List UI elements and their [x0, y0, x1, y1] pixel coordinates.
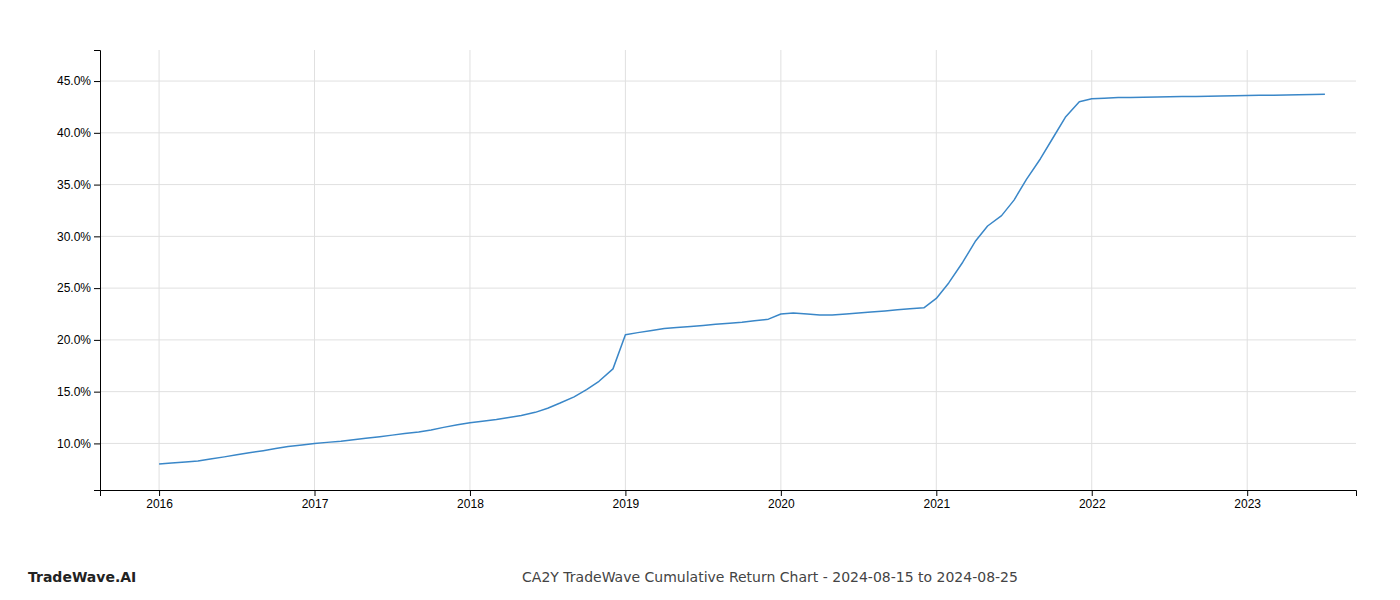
y-tick: 40.0%	[57, 126, 100, 140]
grid	[100, 50, 1356, 490]
y-axis-line	[94, 51, 101, 491]
x-tick-label: 2017	[302, 497, 329, 511]
grid-line-x	[625, 50, 626, 490]
grid-line-y	[100, 391, 1356, 392]
grid-line-y	[100, 443, 1356, 444]
y-tick-mark	[94, 236, 100, 237]
x-tick-label: 2019	[613, 497, 640, 511]
marks	[159, 94, 1325, 464]
y-tick-label: 30.0%	[57, 230, 91, 244]
y-axis: 10.0% 15.0% 20.0% 25.0% 30.0% 35.0% 40.0% 45.0%	[57, 51, 101, 491]
x-tick: 2017	[302, 490, 329, 511]
y-tick-label: 35.0%	[57, 178, 91, 192]
x-tick-mark	[470, 490, 471, 496]
grid-line-y	[100, 288, 1356, 289]
grid-line-x	[780, 50, 781, 490]
x-tick: 2023	[1234, 490, 1261, 511]
x-axis: 2016 2017 2018 2019 2020 2021 2022 2023	[101, 490, 1357, 511]
x-tick-mark	[159, 490, 160, 496]
y-tick-mark	[94, 443, 100, 444]
grid-line-y	[100, 81, 1356, 82]
x-axis-line	[101, 491, 1357, 497]
x-tick: 2021	[923, 490, 950, 511]
x-tick: 2019	[613, 490, 640, 511]
y-tick-mark	[94, 133, 100, 134]
watermark: TradeWave.AI	[28, 569, 136, 585]
x-tick-label: 2022	[1079, 497, 1106, 511]
y-tick-label: 10.0%	[57, 437, 91, 451]
grid-line-x	[469, 50, 470, 490]
y-tick-mark	[94, 392, 100, 393]
grid-line-x	[936, 50, 937, 490]
y-tick: 20.0%	[57, 333, 100, 347]
grid-line-y	[100, 184, 1356, 185]
x-tick: 2018	[457, 490, 484, 511]
x-tick: 2016	[146, 490, 173, 511]
x-tick-mark	[625, 490, 626, 496]
y-tick: 10.0%	[57, 437, 100, 451]
x-tick-label: 2021	[923, 497, 950, 511]
line	[159, 94, 1325, 464]
grid-line-x	[314, 50, 315, 490]
y-tick-label: 15.0%	[57, 385, 91, 399]
y-tick-label: 40.0%	[57, 126, 91, 140]
chart: 2016 2017 2018 2019 2020 2021 2022 2023 10.0% 15.…	[0, 0, 1400, 600]
x-tick: 2020	[768, 490, 795, 511]
x-tick-label: 2016	[146, 497, 173, 511]
title: CA2Y TradeWave Cumulative Return Chart -…	[522, 569, 1018, 585]
y-tick-mark	[94, 288, 100, 289]
grid-line-x	[159, 50, 160, 490]
x-tick-mark	[1247, 490, 1248, 496]
x-tick-mark	[315, 490, 316, 496]
grid-line-y	[100, 132, 1356, 133]
grid-line-x	[1247, 50, 1248, 490]
grid-line-y	[100, 339, 1356, 340]
y-tick-mark	[94, 81, 100, 82]
y-tick: 30.0%	[57, 230, 100, 244]
y-tick-label: 45.0%	[57, 74, 91, 88]
grid-line-x	[1091, 50, 1092, 490]
y-tick-mark	[94, 340, 100, 341]
y-tick-label: 20.0%	[57, 333, 91, 347]
grid-line-y	[100, 236, 1356, 237]
plot-area: 2016 2017 2018 2019 2020 2021 2022 2023 10.0% 15.…	[57, 50, 1357, 511]
x-tick-label: 2018	[457, 497, 484, 511]
x-tick-label: 2023	[1234, 497, 1261, 511]
x-tick: 2022	[1079, 490, 1106, 511]
x-tick-mark	[781, 490, 782, 496]
y-tick-mark	[94, 185, 100, 186]
x-tick-mark	[1092, 490, 1093, 496]
x-tick-label: 2020	[768, 497, 795, 511]
x-tick-mark	[936, 490, 937, 496]
y-tick: 45.0%	[57, 74, 100, 88]
y-tick-label: 25.0%	[57, 281, 91, 295]
y-tick: 15.0%	[57, 385, 100, 399]
y-tick: 35.0%	[57, 178, 100, 192]
y-tick: 25.0%	[57, 281, 100, 295]
